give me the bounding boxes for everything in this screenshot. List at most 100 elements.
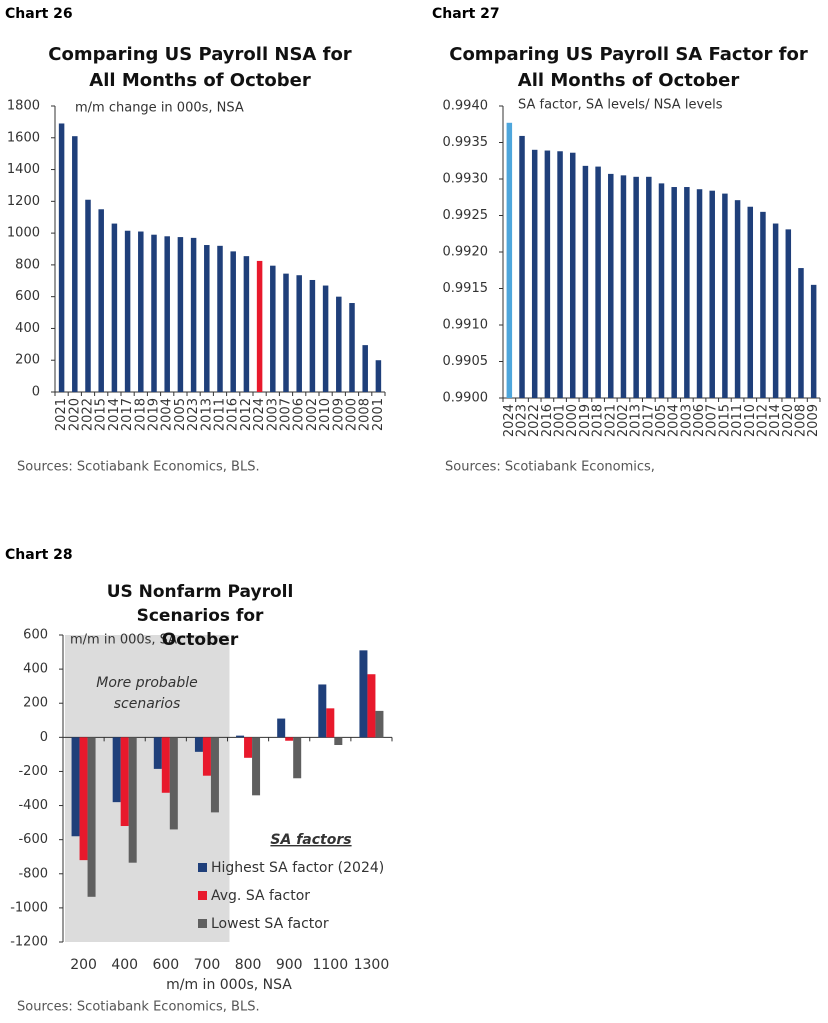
- bar: [318, 684, 327, 738]
- bar: [293, 737, 302, 779]
- bar: [671, 187, 677, 398]
- bar: [349, 303, 355, 392]
- x-tick-label: 2015: [94, 398, 109, 431]
- y-tick-label: 600: [15, 289, 40, 304]
- y-tick-label: -1000: [10, 900, 48, 915]
- y-tick-label: 0.9935: [443, 135, 489, 150]
- x-tick-label: 2013: [199, 398, 214, 431]
- y-tick-label: -1200: [10, 935, 48, 950]
- bar: [256, 260, 263, 392]
- y-tick-label: -800: [18, 866, 48, 881]
- x-tick-label: 2006: [292, 398, 307, 431]
- x-tick-label: 700: [194, 957, 221, 973]
- bar: [557, 151, 563, 398]
- x-tick-label: 2002: [305, 398, 320, 431]
- source: Sources: Scotiabank Economics,: [445, 460, 655, 475]
- bar: [722, 193, 728, 398]
- x-tick-label: 2024: [502, 404, 517, 437]
- bar: [244, 737, 253, 758]
- y-tick-label: 1800: [7, 99, 40, 114]
- y-tick-label: 0.9900: [443, 391, 489, 406]
- x-tick-label: 2020: [67, 398, 82, 431]
- bar: [362, 345, 368, 392]
- x-tick-label: 2008: [793, 404, 808, 437]
- bar: [608, 173, 614, 398]
- bar: [785, 229, 792, 398]
- x-tick-label: 2007: [705, 404, 720, 437]
- x-tick-label: 200: [70, 957, 97, 973]
- bar: [620, 175, 627, 398]
- y-tick-label: -200: [18, 764, 48, 779]
- chart-title: Comparing US Payroll NSA for All Months …: [48, 44, 352, 91]
- chart-label: Chart 26: [5, 6, 73, 22]
- chart-label: Chart 28: [5, 547, 73, 563]
- bar: [128, 737, 137, 863]
- bar: [161, 737, 170, 793]
- y-tick-label: 1000: [7, 226, 40, 241]
- x-tick-label: 2009: [806, 404, 821, 437]
- bar: [309, 279, 316, 392]
- y-tick-label: 1600: [7, 130, 40, 145]
- bar: [375, 710, 384, 738]
- y-tick-label: -600: [18, 832, 48, 847]
- x-tick-label: 2017: [641, 404, 656, 437]
- bar: [230, 251, 236, 392]
- y-tick-label: 800: [15, 257, 40, 272]
- bar: [72, 136, 78, 392]
- y-tick-label: 0.9925: [443, 208, 489, 223]
- x-tick-label: 2019: [578, 404, 593, 437]
- bar: [798, 268, 804, 398]
- y-tick-label: 1400: [7, 162, 40, 177]
- bar: [243, 256, 250, 392]
- bar: [236, 735, 245, 738]
- legend-swatch: [198, 919, 207, 928]
- bar: [202, 737, 211, 776]
- bar: [71, 737, 80, 837]
- x-tick-label: 2016: [226, 398, 241, 431]
- y-tick-label: 0.9930: [443, 172, 489, 187]
- bar: [531, 149, 538, 398]
- bar: [569, 152, 576, 398]
- bar: [111, 223, 118, 392]
- x-tick-label: 2009: [331, 398, 346, 431]
- bar: [270, 265, 276, 392]
- x-tick-label: 2005: [173, 398, 188, 431]
- bar: [164, 236, 170, 392]
- source: Sources: Scotiabank Economics, BLS.: [17, 460, 260, 475]
- y-tick-label: 200: [23, 696, 48, 711]
- bar: [696, 189, 703, 398]
- bar: [747, 206, 754, 398]
- bar: [646, 176, 652, 398]
- chart-label: Chart 27: [432, 6, 500, 22]
- legend-label: Lowest SA factor: [211, 916, 329, 932]
- bar: [204, 245, 210, 392]
- y-axis-label: m/m change in 000s, NSA: [75, 101, 244, 116]
- x-tick-label: 2004: [667, 404, 682, 437]
- bar: [336, 296, 342, 392]
- x-tick-label: 2018: [133, 398, 148, 431]
- x-tick-label: 2003: [679, 404, 694, 437]
- bar: [190, 237, 197, 392]
- x-tick-label: 2023: [186, 398, 201, 431]
- bar: [120, 737, 129, 827]
- bar: [217, 245, 223, 392]
- x-tick-label: 2008: [358, 398, 373, 431]
- bar: [506, 122, 513, 398]
- x-tick-label: 2001: [553, 404, 568, 437]
- y-tick-label: 0.9915: [443, 281, 489, 296]
- x-tick-label: 2010: [318, 398, 333, 431]
- bar: [519, 135, 525, 398]
- x-tick-label: 400: [111, 957, 138, 973]
- x-tick-label: 900: [276, 957, 303, 973]
- x-axis-label: m/m in 000s, NSA: [166, 977, 292, 993]
- bar: [760, 211, 766, 398]
- bar: [79, 737, 88, 861]
- x-tick-label: 1300: [354, 957, 390, 973]
- x-tick-label: 2016: [540, 404, 555, 437]
- bar: [582, 165, 589, 398]
- x-tick-label: 2001: [371, 398, 386, 431]
- y-tick-label: 0: [40, 730, 48, 745]
- x-tick-label: 2022: [527, 404, 542, 437]
